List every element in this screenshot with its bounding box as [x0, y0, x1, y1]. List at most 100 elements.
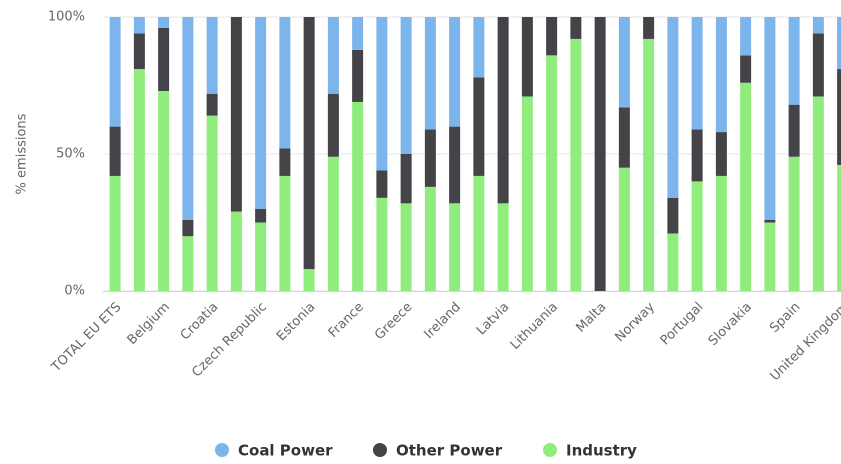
x-tick-label: Belgium: [125, 300, 173, 348]
legend-label: Coal Power: [238, 442, 333, 460]
x-tick-label: United Kingdom: [768, 300, 841, 384]
bar-segment: [667, 17, 679, 198]
bar-segment: [691, 181, 703, 291]
x-tick-label: Portugal: [658, 300, 707, 349]
bar-segment: [521, 17, 533, 97]
y-tick-label: 50%: [56, 147, 85, 162]
x-tick-label: Estonia: [274, 300, 318, 344]
bar-segment: [812, 17, 824, 34]
bar-segment: [303, 17, 315, 270]
bar-segment: [740, 82, 752, 291]
bar-segment: [788, 17, 800, 105]
bar-segment: [643, 38, 655, 291]
legend-label: Industry: [566, 442, 637, 460]
x-tick-label: Norway: [612, 299, 658, 345]
bar-segment: [715, 17, 727, 133]
bar-segment: [570, 38, 582, 291]
bar-segment: [182, 236, 194, 291]
bar-segment: [230, 17, 242, 212]
bar-segment: [133, 33, 145, 70]
bar-segment: [764, 222, 776, 291]
bar-segment: [521, 96, 533, 292]
x-tick-label: Croatia: [178, 300, 222, 344]
bar-segment: [109, 175, 121, 291]
bar-segment: [618, 167, 630, 291]
bar-segment: [182, 17, 194, 220]
x-tick-label: Latvia: [474, 300, 513, 339]
bar-segment: [473, 175, 485, 291]
bar-segment: [740, 17, 752, 56]
bar-segment: [376, 17, 388, 171]
bar-segment: [182, 219, 194, 237]
bar-segment: [230, 211, 242, 291]
bar-segment: [473, 17, 485, 78]
bar-segment: [594, 17, 606, 291]
bar-segment: [715, 132, 727, 176]
bar-segment: [158, 17, 170, 28]
bar-segment: [837, 164, 841, 291]
bar-segment: [618, 17, 630, 108]
bar-segment: [449, 203, 461, 291]
bar-segment: [424, 129, 436, 187]
bar-segment: [764, 17, 776, 220]
legend-marker: [543, 443, 557, 457]
bar-segment: [400, 17, 412, 154]
bar-segment: [449, 17, 461, 127]
bar-segment: [279, 17, 291, 149]
bar-segment: [109, 17, 121, 127]
bar-segment: [788, 104, 800, 157]
bar-segment: [424, 186, 436, 291]
x-tick-label: Spain: [767, 300, 803, 336]
bar-segment: [158, 27, 170, 91]
bar-segment: [133, 69, 145, 291]
y-axis-label: % emissions: [15, 113, 30, 194]
bar-segment: [109, 126, 121, 176]
bar-segment: [376, 197, 388, 291]
legend-marker: [373, 443, 387, 457]
bar-segment: [764, 219, 776, 223]
x-tick-label: Greece: [372, 300, 415, 343]
bar-segment: [424, 17, 436, 130]
bar-segment: [400, 154, 412, 204]
bar-segment: [546, 55, 558, 291]
bar-segment: [497, 203, 509, 291]
bar-segment: [279, 148, 291, 176]
x-tick-label: France: [326, 300, 367, 341]
bar-segment: [352, 101, 364, 291]
x-tick-label: Ireland: [422, 300, 464, 342]
bar-segment: [376, 170, 388, 198]
bar-segment: [158, 90, 170, 291]
bar-segment: [837, 69, 841, 165]
legend-label: Other Power: [396, 442, 503, 460]
bar-segment: [570, 17, 582, 39]
bar-segment: [643, 17, 655, 39]
bar-segment: [352, 17, 364, 50]
bar-segment: [497, 17, 509, 204]
bar-segment: [837, 17, 841, 70]
bar-segment: [691, 17, 703, 130]
bar-segment: [812, 33, 824, 97]
bar-segment: [667, 233, 679, 291]
bar-segment: [691, 129, 703, 182]
legend-marker: [215, 443, 229, 457]
bar-segment: [133, 17, 145, 34]
bar-segment: [546, 17, 558, 56]
x-tick-label: Slovakia: [706, 300, 755, 349]
bar-segment: [327, 93, 339, 157]
bar-segment: [812, 96, 824, 292]
bar-segment: [352, 49, 364, 102]
bar-segment: [327, 156, 339, 291]
bar-segment: [788, 156, 800, 291]
bar-segment: [400, 203, 412, 291]
x-tick-label: TOTAL EU ETS: [48, 300, 124, 376]
bar-segment: [667, 197, 679, 234]
bar-segment: [255, 208, 267, 223]
bar-segment: [327, 17, 339, 94]
bar-segment: [715, 175, 727, 291]
bar-segment: [206, 93, 218, 116]
bar-segment: [618, 107, 630, 168]
bar-segment: [255, 222, 267, 291]
bar-segment: [740, 55, 752, 83]
